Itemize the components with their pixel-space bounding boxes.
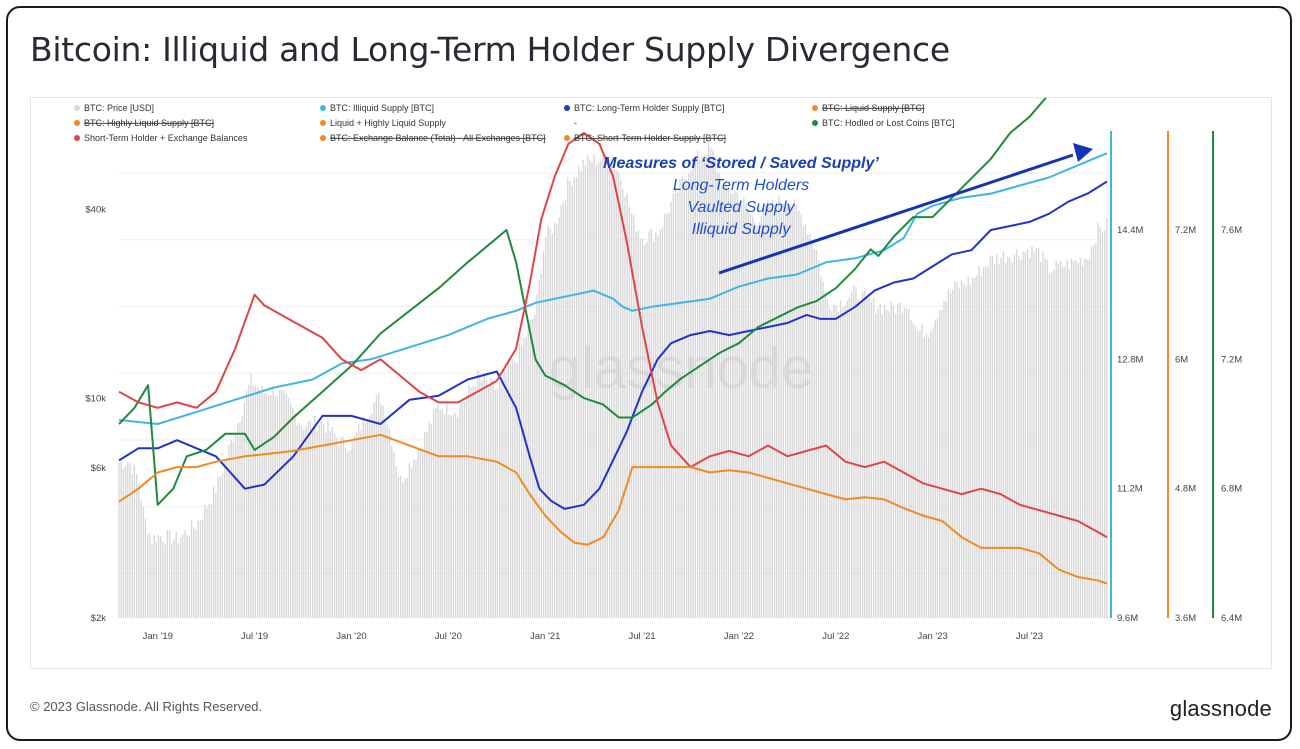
series-line-liquid-highly-liquid-supply	[118, 433, 1108, 585]
legend-item: BTC: Highly Liquid Supply [BTC]	[74, 118, 214, 128]
x-tick-label: Jan '20	[336, 631, 366, 642]
axis-tick-cyan: 14.4M	[1117, 225, 1143, 236]
x-tick-label: Jul '21	[628, 631, 655, 642]
axis-tick-cyan: 11.2M	[1117, 484, 1143, 495]
legend-label: Short-Term Holder + Exchange Balances	[84, 133, 248, 143]
price-tick-label: $6k	[91, 463, 107, 474]
footer-brand-logo: glassnode	[1169, 696, 1272, 721]
legend-item: BTC: Long-Term Holder Supply [BTC]	[564, 103, 725, 113]
axis-tick-cyan: 12.8M	[1117, 354, 1143, 365]
price-tick-label: $40k	[85, 204, 106, 215]
annotation-line: Long-Term Holders	[673, 177, 809, 194]
legend-item: BTC: Price [USD]	[74, 103, 154, 113]
footer-copyright: © 2023 Glassnode. All Rights Reserved.	[30, 699, 263, 714]
x-tick-label: Jan '22	[724, 631, 754, 642]
axis-tick-orange: 4.8M	[1175, 484, 1196, 495]
legend-label: BTC: Hodled or Lost Coins [BTC]	[822, 118, 955, 128]
page-title: Bitcoin: Illiquid and Long-Term Holder S…	[30, 30, 950, 69]
x-tick-label: Jan '19	[143, 631, 173, 642]
trend-arrow-line	[718, 153, 1074, 275]
legend-label: BTC: Illiquid Supply [BTC]	[330, 103, 434, 113]
legend-label: BTC: Short-Term Holder Supply [BTC]	[574, 133, 726, 143]
legend-label: Liquid + Highly Liquid Supply	[330, 118, 446, 128]
legend-label: BTC: Exchange Balance (Total) - All Exch…	[330, 133, 546, 143]
x-tick-label: Jul '22	[822, 631, 849, 642]
axis-tick-orange: 7.2M	[1175, 225, 1196, 236]
legend-marker	[812, 105, 818, 111]
chart-svg: glassnode Measures of ‘Stored / Saved Sup…	[74, 9, 1242, 642]
annotation-line: Vaulted Supply	[687, 199, 795, 216]
legend-label: BTC: Liquid Supply [BTC]	[822, 103, 925, 113]
legend-item: BTC: Liquid Supply [BTC]	[812, 103, 925, 113]
x-tick-label: Jan '23	[917, 631, 947, 642]
axis-tick-orange: 6M	[1175, 354, 1188, 365]
legend-marker	[74, 135, 80, 141]
legend-marker	[564, 105, 570, 111]
axis-tick-green: 6.8M	[1221, 484, 1242, 495]
annotation-line: Illiquid Supply	[692, 221, 792, 238]
price-tick-label: $10k	[85, 393, 106, 404]
legend-item: Short-Term Holder + Exchange Balances	[74, 133, 248, 143]
legend-item: BTC: Hodled or Lost Coins [BTC]	[812, 118, 955, 128]
axis-tick-green: 7.2M	[1221, 354, 1242, 365]
legend-marker	[74, 120, 80, 126]
legend-label: BTC: Long-Term Holder Supply [BTC]	[574, 103, 725, 113]
chart-panel: glassnode Measures of ‘Stored / Saved Sup…	[30, 9, 1272, 669]
legend-item: Liquid + Highly Liquid Supply	[320, 118, 446, 128]
series-line-btc-long-term-holder-supply-btc-	[118, 180, 1108, 510]
x-tick-label: Jul '23	[1016, 631, 1043, 642]
legend-item: BTC: Exchange Balance (Total) - All Exch…	[320, 133, 546, 143]
legend-item: BTC: Short-Term Holder Supply [BTC]	[564, 133, 726, 143]
legend-marker	[564, 135, 570, 141]
axis-tick-orange: 3.6M	[1175, 613, 1196, 624]
annotation-title: Measures of ‘Stored / Saved Supply’	[603, 155, 879, 172]
legend-marker	[320, 105, 326, 111]
trend-arrow	[718, 143, 1093, 275]
legend-marker	[320, 135, 326, 141]
x-tick-label: Jul '19	[241, 631, 268, 642]
legend-label: BTC: Highly Liquid Supply [BTC]	[84, 118, 214, 128]
axis-tick-cyan: 9.6M	[1117, 613, 1138, 624]
series-line-short-term-holder-exchange-balances	[118, 132, 1108, 539]
legend-marker	[812, 120, 818, 126]
watermark: glassnode	[549, 336, 813, 401]
x-tick-label: Jan '21	[530, 631, 560, 642]
axis-tick-green: 6.4M	[1221, 613, 1242, 624]
legend-item: BTC: Illiquid Supply [BTC]	[320, 103, 434, 113]
legend-label: -	[574, 118, 577, 128]
trend-arrow-head	[1073, 143, 1093, 162]
axis-tick-green: 7.6M	[1221, 225, 1242, 236]
x-tick-label: Jul '20	[435, 631, 462, 642]
series-line-btc-illiquid-supply-btc-	[118, 152, 1108, 425]
legend-marker	[320, 120, 326, 126]
legend-label: BTC: Price [USD]	[84, 103, 154, 113]
price-tick-label: $2k	[91, 613, 107, 624]
legend-marker	[74, 105, 80, 111]
series-line-btc-hodled-or-lost-coins-btc-	[118, 9, 1108, 506]
legend-item: -	[574, 118, 577, 128]
